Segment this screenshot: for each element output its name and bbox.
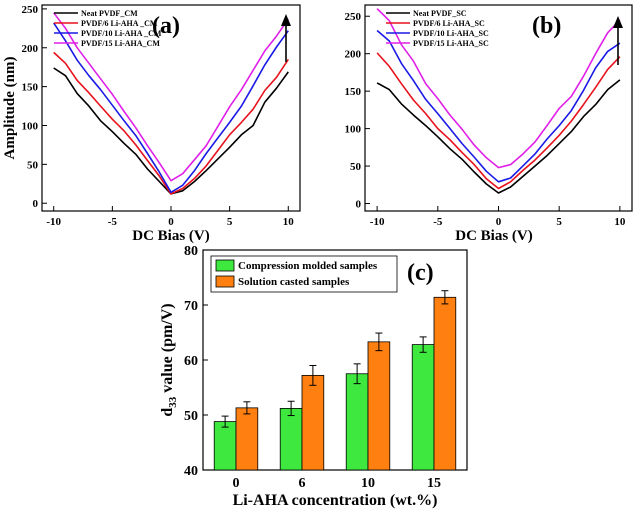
x-tick-label: 15 [427,476,441,491]
panel-c-legend: Compression molded samples Solution cast… [210,255,398,293]
y-tick-label: 70 [184,299,198,314]
x-tick-label: 10 [283,216,295,228]
bar [367,341,391,471]
series-line [376,52,621,190]
y-tick-label: 200 [22,43,39,55]
x-tick-label: 5 [556,216,562,228]
bar [345,373,369,471]
panel-a-series-lines [53,12,289,195]
legend-item: Neat PVDF_CM [54,9,138,18]
bar [301,374,325,471]
y-tick-label: 0 [356,199,362,211]
panel-a-y-axis-title: Amplitude (nm) [2,57,18,160]
series-line [53,51,289,195]
panel-c-bar-chart: 40 50 60 70 80 0 6 10 15 (c) Compression molded … [159,244,468,509]
panel-a-legend: Neat PVDF_CM PVDF/6 Li-AHA _CM PVDF/10 L… [54,9,162,48]
x-tick-label: 6 [299,476,306,491]
bar [433,296,457,471]
y-tick-label: 50 [184,409,198,424]
y-tick-label: 80 [184,244,198,259]
legend-label: Compression molded samples [238,260,378,272]
legend-item: PVDF/6 Li-AHA _CM [54,19,158,28]
panel-b-series-lines [376,8,621,194]
y-tick-label: 250 [22,4,39,16]
legend-label: PVDF/10 Li-AHA_SC [413,29,489,38]
series-line [376,8,621,169]
legend-label: Neat PVDF_SC [413,9,467,18]
panel-c-label: (c) [407,260,434,286]
x-tick-label: 5 [227,216,233,228]
x-tick-label: -5 [433,216,443,228]
panel-b-label: (b) [532,13,561,39]
legend-label: PVDF/6 Li-AHA _CM [81,19,158,28]
panel-c-x-axis-title: Li-AHA concentration (wt.%) [233,492,438,509]
panel-b-x-axis-title: DC Bias (V) [455,228,533,244]
legend-label: PVDF/15 Li-AHA_SC [413,39,489,48]
y-tick-label: 100 [22,120,39,132]
panel-b-legend: Neat PVDF_SC PVDF/6 Li-AHA_SC PVDF/10 Li… [386,9,489,48]
legend-label: PVDF/15 Li-AHA_CM [81,39,160,48]
x-tick-label: 10 [361,476,375,491]
y-tick-label: 100 [345,124,362,136]
y-tick-label: 150 [22,82,39,94]
y-tick-label: 250 [345,11,362,23]
x-tick-label: 10 [614,216,626,228]
legend-item: Solution casted samples [215,275,350,288]
legend-label: PVDF/10 Li-AHA _CM [81,29,162,38]
legend-label: Solution casted samples [238,276,350,288]
panel-c-ticks: 40 50 60 70 80 0 6 10 15 [184,244,441,491]
panel-a-up-arrow [281,14,291,62]
panel-c-bars [213,290,457,471]
y-tick-label: 60 [184,354,198,369]
legend-item: PVDF/15 Li-AHA_SC [386,39,489,48]
bar [279,407,303,471]
legend-item: Neat PVDF_SC [386,9,467,18]
x-tick-label: -5 [108,216,118,228]
y-tick-label: 200 [345,49,362,61]
x-tick-label: -10 [46,216,61,228]
series-line [376,79,621,194]
legend-item: PVDF/10 Li-AHA_SC [386,29,489,38]
x-tick-label: 0 [233,476,240,491]
bar [213,421,237,471]
legend-item: PVDF/15 Li-AHA_CM [54,39,160,48]
panel-a-x-axis-title: DC Bias (V) [132,228,210,244]
y-tick-label: 150 [345,86,362,98]
panel-a-label: (a) [152,13,180,39]
panel-c-y-axis-title: d33 value (pm/V) [159,303,179,416]
bar [411,344,435,471]
legend-item: Compression molded samples [215,259,378,272]
x-tick-label: -10 [370,216,385,228]
legend-item: PVDF/10 Li-AHA _CM [54,29,162,38]
legend-label: Neat PVDF_CM [81,9,138,18]
series-line [53,22,289,194]
legend-label: PVDF/6 Li-AHA_SC [413,19,485,28]
x-tick-label: 0 [496,216,502,228]
series-line [376,29,621,183]
panel-b-up-arrow [613,16,623,65]
y-tick-label: 0 [33,198,39,210]
y-tick-label: 50 [27,159,39,171]
legend-item: PVDF/6 Li-AHA_SC [386,19,485,28]
y-tick-label: 40 [184,464,198,479]
y-tick-label: 50 [350,161,362,173]
bar [235,407,259,471]
series-line [53,12,289,182]
x-tick-label: 0 [168,216,174,228]
